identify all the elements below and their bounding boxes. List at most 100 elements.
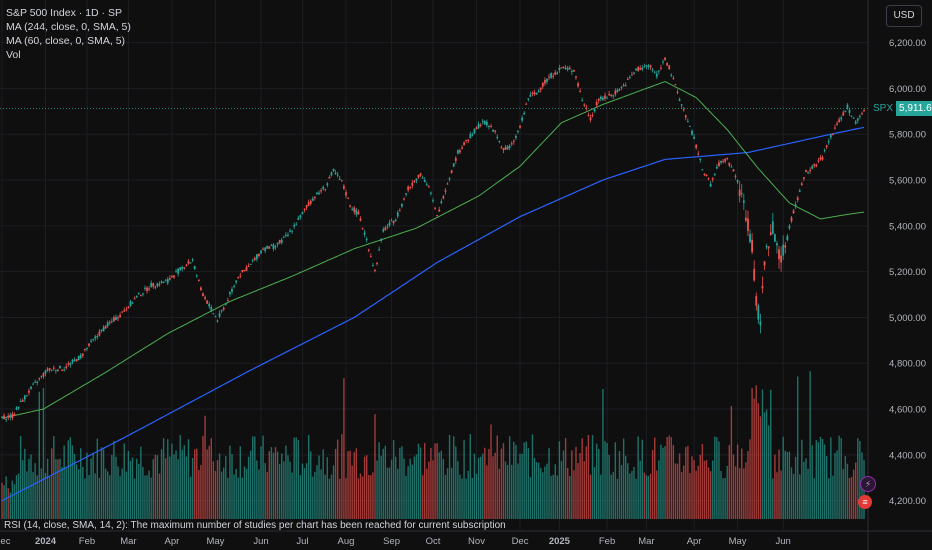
candle-body bbox=[204, 297, 206, 299]
candle-body bbox=[401, 203, 403, 207]
candle-body bbox=[488, 126, 490, 128]
candle-body bbox=[363, 232, 366, 235]
volume-bar bbox=[587, 434, 590, 519]
volume-bar bbox=[53, 436, 55, 519]
flag-icon[interactable]: ≡ bbox=[858, 495, 872, 509]
candle-body bbox=[119, 314, 122, 317]
volume-bar bbox=[424, 443, 426, 519]
volume-bar bbox=[809, 371, 811, 519]
candle-body bbox=[641, 67, 644, 70]
candle-body bbox=[369, 256, 372, 258]
candle-body bbox=[597, 98, 600, 101]
candle-body bbox=[421, 177, 424, 179]
candle-body bbox=[135, 295, 138, 298]
volume-bar bbox=[417, 443, 420, 519]
volume-bar bbox=[569, 476, 571, 519]
candle-body bbox=[268, 246, 271, 249]
volume-bar bbox=[672, 445, 675, 519]
volume-bar bbox=[187, 439, 190, 519]
volume-bar bbox=[664, 446, 666, 519]
candle-body bbox=[231, 288, 233, 292]
volume-bar bbox=[220, 471, 223, 519]
candle-body bbox=[112, 317, 115, 322]
bolt-icon[interactable]: ⚡ bbox=[860, 476, 876, 492]
candle-body bbox=[144, 287, 146, 289]
volume-bar bbox=[148, 470, 150, 519]
candle-body bbox=[197, 280, 200, 282]
volume-bar bbox=[537, 462, 540, 519]
volume-bar bbox=[707, 467, 710, 519]
volume-bar bbox=[380, 455, 382, 519]
candle-body bbox=[655, 73, 658, 77]
volume-bar bbox=[486, 465, 488, 519]
candle-body bbox=[216, 320, 219, 322]
candle-body bbox=[846, 104, 849, 109]
candle-body bbox=[726, 158, 729, 160]
candle-body bbox=[270, 244, 273, 246]
volume-bar bbox=[683, 465, 685, 519]
candle-body bbox=[693, 136, 695, 139]
volume-bar bbox=[30, 454, 32, 519]
currency-button[interactable]: USD bbox=[886, 5, 922, 27]
candle-body bbox=[266, 245, 269, 249]
volume-bar bbox=[502, 443, 505, 519]
candle-body bbox=[251, 260, 254, 262]
candle-body bbox=[355, 209, 358, 215]
candle-body bbox=[148, 288, 151, 290]
volume-bar bbox=[792, 473, 795, 519]
legend-title: S&P 500 Index · 1D · SP bbox=[6, 7, 122, 19]
candle-body bbox=[168, 278, 171, 280]
candle-body bbox=[761, 286, 764, 289]
volume-bar bbox=[318, 455, 320, 519]
volume-bar bbox=[90, 458, 92, 519]
candle-body bbox=[604, 95, 606, 99]
volume-bar bbox=[732, 454, 735, 519]
candle-body bbox=[21, 400, 24, 402]
candle-body bbox=[299, 215, 302, 218]
candle-body bbox=[558, 67, 561, 71]
volume-bar bbox=[666, 437, 668, 519]
candle-body bbox=[30, 386, 32, 389]
candle-body bbox=[177, 268, 180, 274]
candle-body bbox=[372, 265, 374, 267]
volume-bar bbox=[693, 460, 695, 519]
candle-body bbox=[3, 415, 5, 420]
volume-bar bbox=[210, 438, 212, 519]
candle-body bbox=[616, 89, 619, 92]
volume-bar bbox=[71, 445, 74, 519]
candle-body bbox=[800, 183, 803, 186]
volume-bar bbox=[198, 469, 200, 519]
candle-body bbox=[44, 370, 47, 374]
volume-bar bbox=[75, 464, 78, 519]
volume-bar bbox=[471, 477, 474, 519]
candle-body bbox=[253, 257, 256, 260]
candle-body bbox=[543, 80, 546, 84]
volume-bar bbox=[247, 456, 250, 519]
volume-bar bbox=[834, 453, 836, 519]
volume-bar bbox=[668, 435, 670, 519]
candle-body bbox=[272, 244, 275, 250]
volume-bar bbox=[183, 445, 186, 519]
volume-bar bbox=[189, 476, 192, 519]
volume-bar bbox=[26, 471, 28, 519]
candle-body bbox=[583, 104, 586, 106]
volume-bar bbox=[444, 474, 447, 519]
volume-bar bbox=[142, 466, 144, 519]
candle-body bbox=[229, 292, 231, 295]
candle-body bbox=[210, 307, 213, 311]
volume-bar bbox=[728, 444, 731, 519]
candle-body bbox=[670, 74, 673, 76]
candle-body bbox=[550, 73, 553, 78]
volume-bar bbox=[676, 463, 679, 519]
candle-body bbox=[83, 348, 86, 351]
volume-bar bbox=[9, 492, 11, 519]
candle-body bbox=[508, 145, 511, 148]
candle-body bbox=[353, 207, 356, 212]
volume-bar bbox=[670, 437, 672, 519]
volume-bar bbox=[724, 477, 726, 519]
candle-body bbox=[834, 127, 836, 129]
volume-bar bbox=[747, 451, 749, 519]
candle-body bbox=[264, 247, 267, 251]
volume-bar bbox=[788, 451, 791, 519]
